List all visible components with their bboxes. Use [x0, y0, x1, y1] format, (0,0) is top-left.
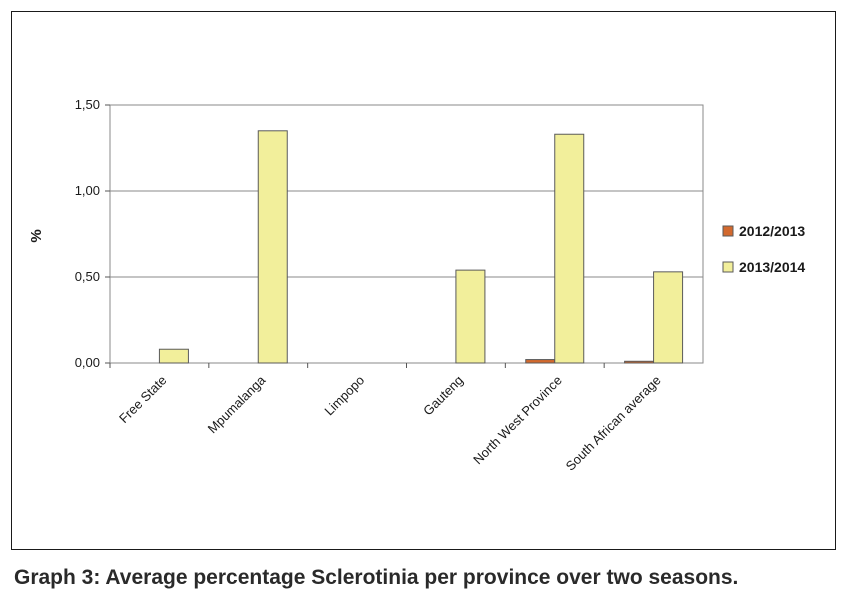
bar [455, 269, 486, 364]
plot-area [109, 104, 704, 364]
legend-swatch [722, 225, 734, 237]
x-tick-label: Gauteng [420, 373, 466, 419]
chart-frame [11, 11, 836, 550]
y-axis-label: % [28, 229, 45, 242]
bar [525, 359, 556, 364]
x-tick-label: Mpumalanga [205, 372, 269, 436]
legend-label: 2013/2014 [739, 259, 805, 275]
y-tick-label: 0,00 [75, 355, 100, 370]
grid-lines [109, 104, 704, 364]
y-tick-label: 1,00 [75, 183, 100, 198]
bar [624, 360, 655, 364]
bar [257, 130, 288, 364]
bar [554, 133, 585, 364]
bar [653, 271, 684, 364]
x-tick-label: Free State [116, 373, 170, 427]
x-tick-label: South African average [563, 373, 664, 474]
y-tick-label: 0,50 [75, 269, 100, 284]
legend-label: 2012/2013 [739, 223, 805, 239]
x-tick-label: North West Province [470, 373, 565, 468]
bar [158, 348, 189, 364]
legend: 2012/2013 2013/2014 [722, 223, 805, 275]
figure-caption: Graph 3: Average percentage Sclerotinia … [14, 566, 739, 589]
bars [158, 130, 684, 364]
y-tick-label: 1,50 [75, 97, 100, 112]
legend-swatch [722, 261, 734, 273]
x-tick-label: Limpopo [321, 373, 367, 419]
